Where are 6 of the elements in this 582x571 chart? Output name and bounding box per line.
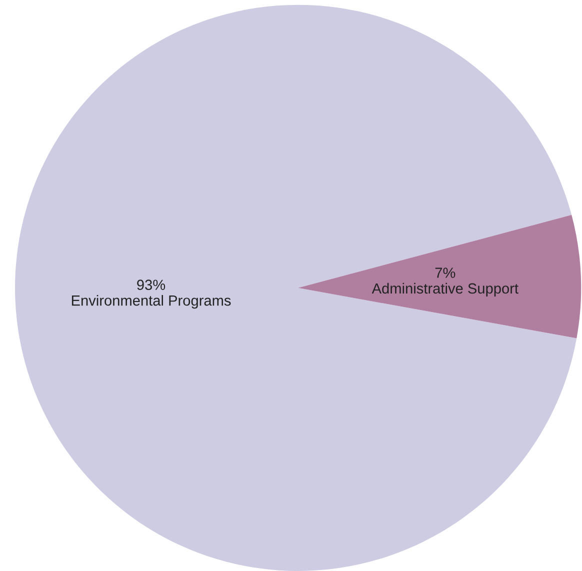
slice-label: Environmental Programs bbox=[72, 295, 231, 309]
data-label: 7% bbox=[435, 268, 456, 278]
pie-slice bbox=[298, 214, 582, 338]
slice-label: Administrative Support bbox=[372, 282, 518, 297]
data-label: 93% bbox=[137, 280, 166, 290]
pie-slice bbox=[15, 4, 577, 571]
